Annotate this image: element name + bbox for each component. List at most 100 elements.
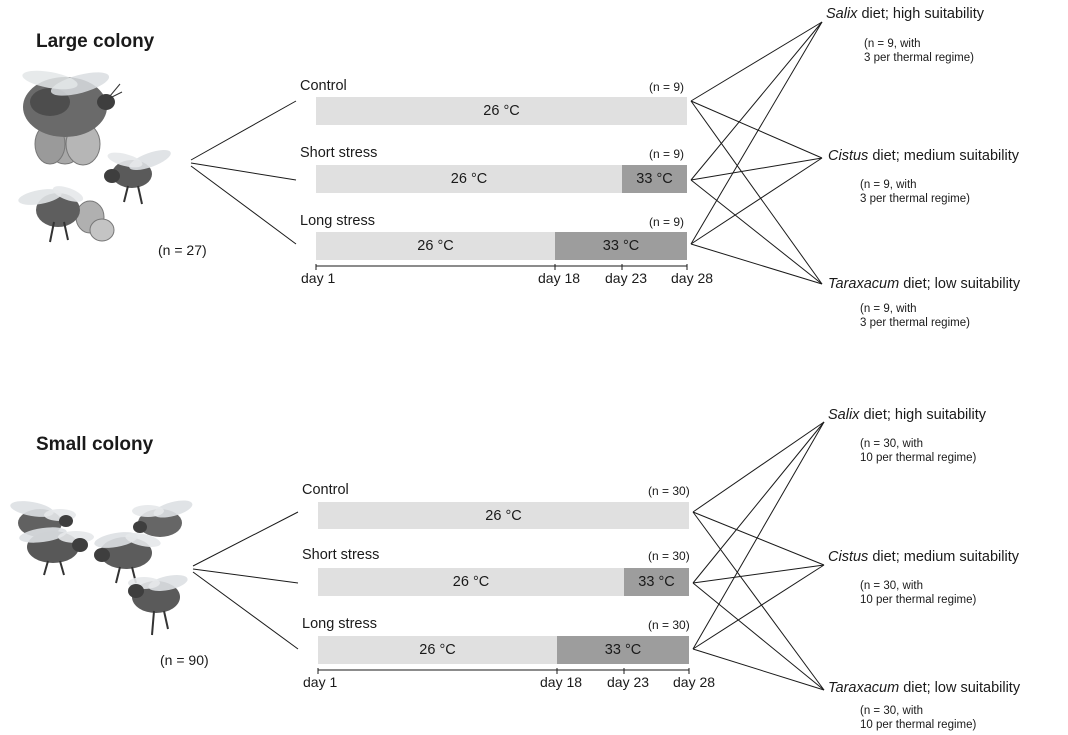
diet-genus: Cistus: [828, 549, 869, 565]
small-colony-title: Small colony: [36, 434, 154, 455]
large-colony-n: (n = 27): [158, 242, 207, 258]
temperature-bar-control: 26 °C: [316, 97, 687, 125]
day-label: day 18: [540, 674, 583, 690]
temp-segment-normal: 26 °C: [419, 642, 456, 658]
diet-genus: Salix: [826, 6, 858, 22]
small-colony-bee-illustration: [10, 500, 193, 636]
small-condition-n: (n = 30): [648, 549, 690, 563]
diet-genus: Salix: [828, 407, 860, 423]
large-condition-label: Short stress: [300, 145, 378, 161]
diet-description: diet; low suitability: [899, 276, 1021, 292]
large-diet-connectors: [690, 21, 823, 285]
small-condition-label: Short stress: [302, 547, 380, 563]
connector-line: [692, 648, 825, 691]
diet-note: (n = 9, with 3 per thermal regime): [860, 179, 970, 205]
large-condition-n: (n = 9): [649, 80, 685, 94]
connector-line: [690, 243, 823, 285]
diet-genus: Cistus: [828, 148, 869, 164]
diet-label: Cistus diet; medium suitability: [828, 148, 1019, 164]
large-condition-n: (n = 9): [649, 147, 685, 161]
temp-segment-normal: 26 °C: [452, 574, 490, 590]
day-label: day 1: [301, 270, 336, 286]
diet-label: Salix diet; high suitability: [826, 6, 984, 22]
diet-genus: Taraxacum: [828, 276, 900, 292]
day-label: day 28: [671, 270, 714, 286]
connector-line: [192, 568, 299, 584]
connector-line: [690, 21, 823, 245]
diet-note: (n = 30, with 10 per thermal regime): [860, 438, 977, 464]
connector-line: [690, 157, 823, 181]
connector-line: [690, 100, 823, 285]
connector-line: [692, 421, 825, 513]
bumblebee-icon: [18, 186, 115, 243]
large-colony-connectors: [190, 100, 297, 245]
diet-note: (n = 30, with 10 per thermal regime): [860, 580, 977, 606]
connector-line: [690, 179, 823, 285]
diet-description: diet; low suitability: [899, 680, 1021, 696]
connector-line: [190, 100, 297, 161]
temperature-bar-short-stress: 26 °C 33 °C: [318, 568, 689, 596]
temp-segment-hot: 33 °C: [555, 232, 687, 260]
small-condition-n: (n = 30): [648, 484, 690, 498]
diet-note: (n = 30, with 10 per thermal regime): [860, 705, 977, 731]
large-condition-n: (n = 9): [649, 215, 685, 229]
connector-line: [692, 421, 825, 650]
small-colony-connectors: [192, 511, 299, 650]
diet-note: (n = 9, with 3 per thermal regime): [864, 38, 974, 64]
connector-line: [692, 582, 825, 691]
temp-segment-hot: 33 °C: [624, 568, 689, 596]
diet-description: diet; high suitability: [857, 6, 984, 22]
large-condition-label: Long stress: [300, 213, 375, 229]
bumblebee-icon: [22, 70, 123, 166]
temperature-bar-control: 26 °C: [318, 502, 689, 529]
day-label: day 23: [605, 270, 648, 286]
large-colony-bee-illustration: [18, 70, 171, 243]
bumblebee-icon: [128, 574, 188, 636]
diet-label: Salix diet; high suitability: [828, 407, 986, 423]
large-colony-title: Large colony: [36, 31, 155, 52]
temp-segment-normal: 26 °C: [450, 171, 488, 187]
diet-description: diet; medium suitability: [868, 148, 1019, 164]
diet-description: diet; high suitability: [859, 407, 986, 423]
small-condition-n: (n = 30): [648, 618, 690, 632]
bumblebee-icon: [94, 532, 161, 584]
small-diet-connectors: [692, 421, 825, 691]
bumblebee-icon: [104, 150, 171, 205]
connector-line: [690, 21, 823, 181]
day-axes: [315, 264, 690, 674]
connector-line: [692, 564, 825, 650]
diet-genus: Taraxacum: [828, 680, 900, 696]
connector-line: [692, 511, 825, 691]
small-condition-label: Control: [302, 482, 349, 498]
connector-line: [692, 421, 825, 584]
temp-segment-normal: 26 °C: [485, 507, 522, 524]
temperature-bar-long-stress: 26 °C 33 °C: [316, 232, 687, 260]
connector-line: [192, 511, 299, 567]
small-condition-label: Long stress: [302, 616, 377, 632]
diet-label: Taraxacum diet; low suitability: [828, 680, 1020, 696]
temp-segment-hot: 33 °C: [622, 165, 687, 193]
connector-line: [690, 100, 823, 159]
diet-label: Cistus diet; medium suitability: [828, 549, 1019, 565]
day-label: day 28: [673, 674, 716, 690]
temp-segment-normal: 26 °C: [483, 103, 520, 119]
connector-line: [692, 564, 825, 584]
connector-line: [190, 165, 297, 245]
diet-note: (n = 9, with 3 per thermal regime): [860, 303, 970, 329]
diet-label: Taraxacum diet; low suitability: [828, 276, 1020, 292]
diet-description: diet; medium suitability: [868, 549, 1019, 565]
temp-segment-hot: 33 °C: [557, 636, 689, 664]
temperature-bar-short-stress: 26 °C 33 °C: [316, 165, 687, 193]
bumblebee-icon: [132, 500, 193, 537]
temperature-bar-long-stress: 26 °C 33 °C: [318, 636, 689, 664]
connector-line: [192, 571, 299, 650]
bumblebee-icon: [19, 527, 94, 576]
day-label: day 1: [303, 674, 338, 690]
large-condition-label: Control: [300, 78, 347, 94]
connector-line: [690, 21, 823, 102]
connector-line: [692, 511, 825, 566]
day-label: day 18: [538, 270, 581, 286]
connector-line: [190, 162, 297, 181]
small-colony-n: (n = 90): [160, 652, 209, 668]
